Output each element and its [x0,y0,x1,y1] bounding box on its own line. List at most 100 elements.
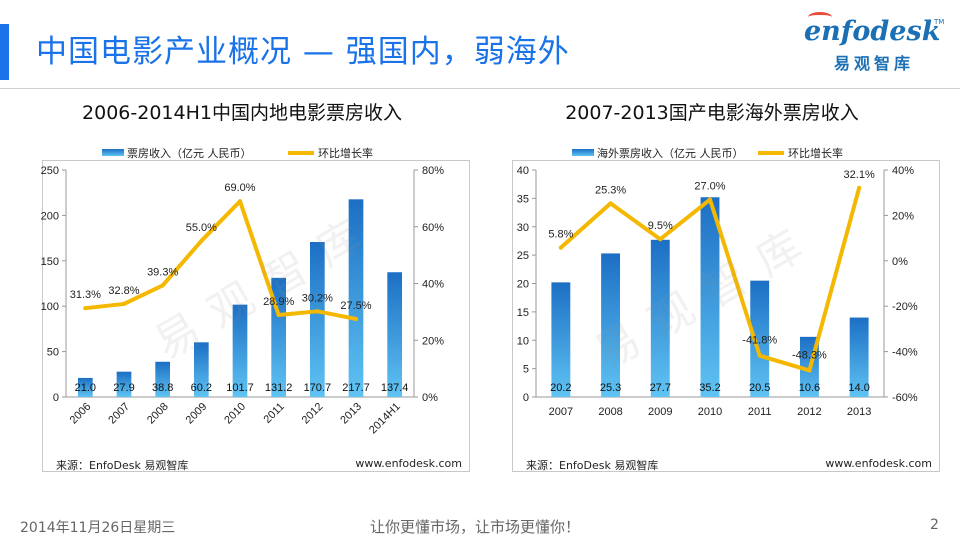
x-axis-tick-label: 2012 [300,401,326,427]
line-point [708,197,712,202]
bar [849,317,869,397]
line-point [807,368,812,373]
line-point [122,301,126,306]
growth-rate-line [83,199,358,321]
logo-trademark: TM [934,18,945,26]
line-point [558,245,563,250]
line-value-label: 27.0% [694,181,725,193]
line-value-label: -41.8% [742,335,777,347]
x-axis-tick-label: 2014H1 [367,401,403,437]
bar [193,342,209,397]
chart-panel-overseas: 2007-2013国产电影海外票房收入 0 5 10 15 20 25 30 35 40 -60%… [482,90,942,475]
right-axis-tick-label: -20% [892,301,918,313]
bar-value-label: 131.2 [265,382,293,394]
x-axis-tick-label: 2007 [549,406,573,418]
bar-value-label: 170.7 [304,382,332,394]
left-axis-tick-label: 100 [41,301,59,313]
chart-overseas-box-office: 0 5 10 15 20 25 30 35 40 -60% -40% -20% 0% 20% 40% 20.2… [517,146,918,418]
left-axis-tick-label: 30 [517,222,529,234]
line-point [315,309,320,314]
chart-source: 来源：EnfoDesk 易观智库 [526,459,659,472]
line-point [608,201,613,206]
bar [77,377,93,397]
right-axis-tick-label: -40% [892,347,918,359]
bar-value-label: 20.5 [749,382,770,394]
x-axis-tick-label: 2006 [68,401,94,427]
logo-wordmark: enfodesk [804,16,941,47]
page-number: 2 [930,517,939,533]
bar [155,361,171,397]
chart-website: www.enfodesk.com [355,457,462,470]
line-value-label: 31.3% [70,289,101,301]
line-point [354,316,358,321]
x-axis-tick-label: 2009 [184,401,210,427]
chart-domestic-box-office: 0 50 100 150 200 250 0% 20% 40% 60% 80% 21.0 27.9 38.… [41,146,445,437]
bar [116,371,132,397]
left-axis-tick-label: 0 [53,392,59,404]
chart-frame [42,160,470,472]
chart-source: 来源：EnfoDesk 易观智库 [56,459,189,472]
line-value-label: 55.0% [186,222,217,234]
footer-date: 2014年11月26日星期三 [20,520,176,536]
chart-title: 2006-2014H1中国内地电影票房收入 [82,102,402,124]
line-point [83,306,88,311]
line-value-label: -48.3% [792,349,827,361]
right-axis-tick-label: 40% [892,165,914,177]
x-axis-tick-label: 2011 [262,401,287,426]
chart-frame [512,160,940,472]
bar [551,282,571,397]
title-accent-bar [0,24,9,80]
right-axis-tick-label: 20% [892,210,914,222]
line-point [757,353,762,358]
x-axis-tick-label: 2010 [222,401,248,427]
legend-bar-label: 票房收入（亿元 人民币） [127,146,252,160]
right-axis-tick-label: -60% [892,392,918,404]
line-value-label: 32.1% [844,169,875,181]
logo-swoosh-icon [808,12,832,22]
bar [387,272,403,397]
x-axis-tick-label: 2008 [598,406,622,418]
bar [601,253,621,397]
x-axis-tick-label: 2012 [797,406,821,418]
line-value-label: 39.3% [147,266,178,278]
bar-value-label: 101.7 [226,382,254,394]
bar-value-label: 27.7 [650,382,671,394]
bar-value-label: 14.0 [848,382,869,394]
legend-bar-swatch [572,149,594,156]
right-axis-tick-label: 60% [422,222,444,234]
left-axis-tick-label: 250 [41,165,59,177]
x-axis-tick-label: 2009 [648,406,672,418]
bar [650,239,670,397]
bar-value-label: 10.6 [799,382,820,394]
line-point [238,199,242,204]
legend-line-label: 环比增长率 [788,146,843,160]
line-point [160,283,165,288]
line-point [857,185,862,190]
right-axis-tick-label: 0% [422,392,438,404]
chart-title: 2007-2013国产电影海外票房收入 [565,102,859,124]
right-axis-tick-label: 40% [422,279,444,291]
page-title: 中国电影产业概况 — 强国内，弱海外 [36,34,570,70]
bar-value-label: 21.0 [75,382,96,394]
line-value-label: 28.9% [263,296,294,308]
bar-value-label: 38.8 [152,382,173,394]
right-axis-tick-label: 20% [422,335,444,347]
bar [232,304,248,397]
x-axis-tick-label: 2010 [698,406,722,418]
left-axis-tick-label: 35 [517,193,529,205]
legend-line-label: 环比增长率 [318,146,373,160]
enfodesk-logo: enfodesk TM 易观智库 [800,12,950,76]
x-axis-tick-label: 2008 [145,401,171,427]
footer-slogan: 让你更懂市场，让市场更懂你！ [370,518,581,536]
bar-value-label: 27.9 [113,382,134,394]
line-value-label: 25.3% [595,184,626,196]
chart-website: www.enfodesk.com [825,457,932,470]
x-axis-tick-label: 2007 [106,401,132,427]
bar-value-label: 25.3 [600,382,621,394]
bar-value-label: 60.2 [191,382,212,394]
right-axis-tick-label: 80% [422,165,444,177]
left-axis-tick-label: 200 [41,210,59,222]
legend-bar-label: 海外票房收入（亿元 人民币） [597,146,744,160]
left-axis-tick-label: 150 [41,256,59,268]
chart-panel-domestic: 2006-2014H1中国内地电影票房收入 0 50 100 150 200 250 0% 2… [12,90,472,475]
